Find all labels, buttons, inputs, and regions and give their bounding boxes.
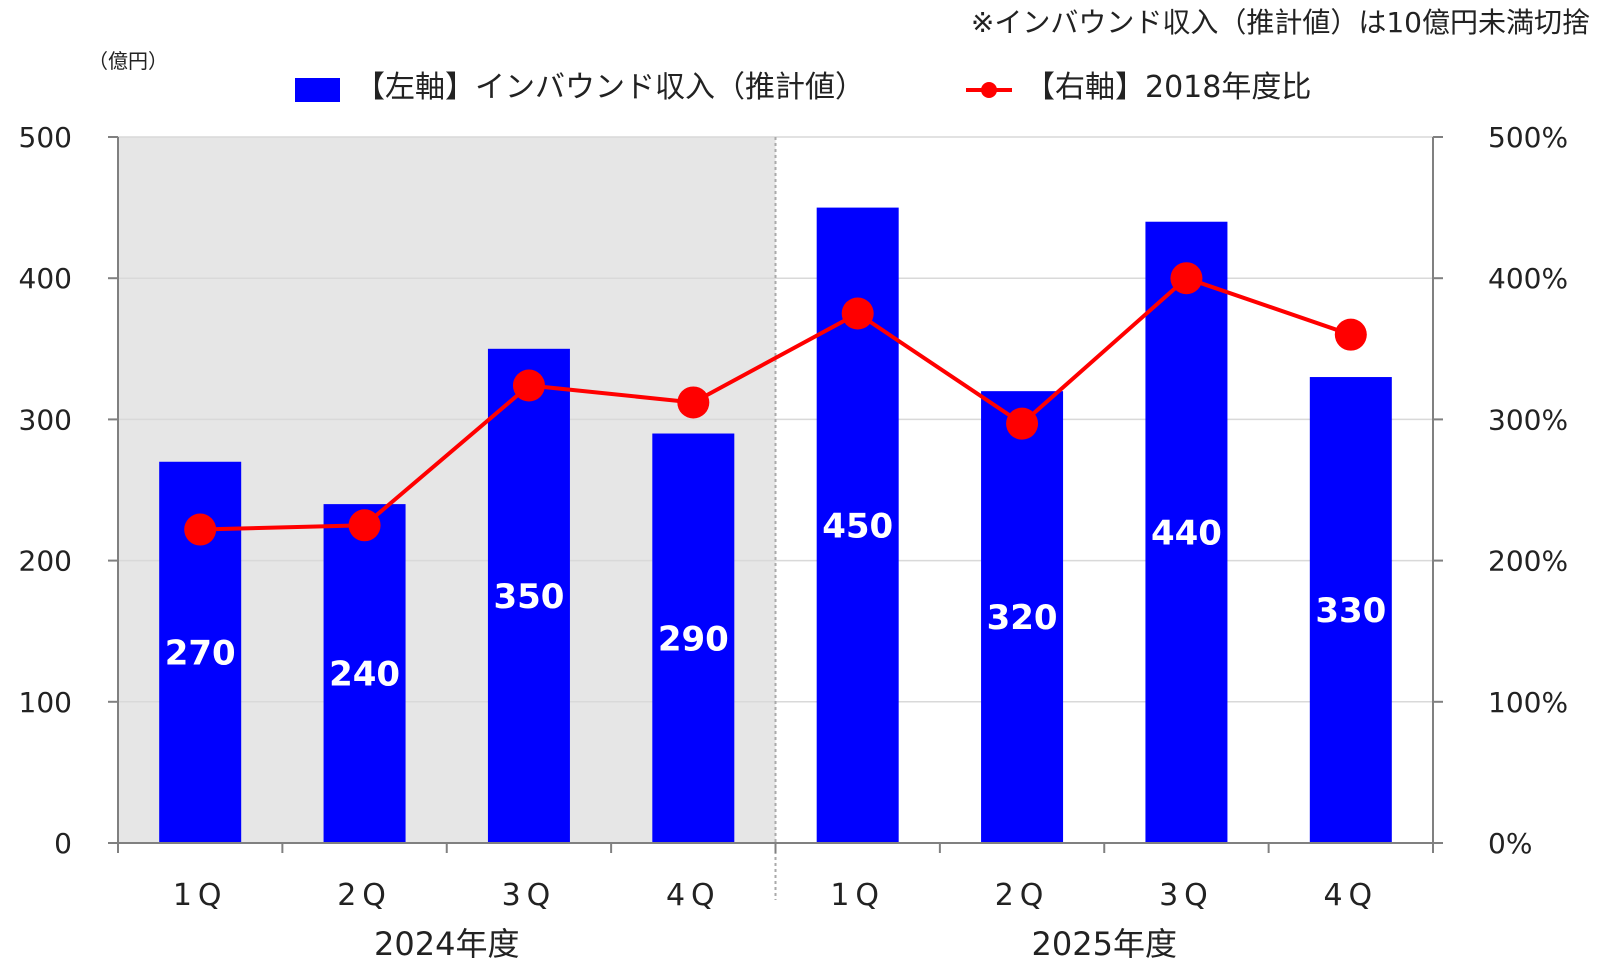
x-tick-label: 3Q	[1159, 878, 1214, 913]
bar	[323, 504, 406, 843]
x-tick-label: 2Q	[337, 878, 392, 913]
y-right-tick-label: 0%	[1488, 827, 1532, 860]
x-group-label: 2024年度	[374, 925, 519, 963]
x-tick-label: 2Q	[995, 878, 1050, 913]
bar-data-label: 330	[1315, 591, 1386, 631]
x-tick-label: 4Q	[666, 878, 721, 913]
line-point	[677, 386, 710, 419]
x-tick-label: 1Q	[830, 878, 885, 913]
line-point	[841, 297, 874, 330]
y-left-tick-label: 100	[19, 686, 72, 719]
bar-data-label: 270	[165, 633, 236, 673]
line-point	[512, 369, 545, 402]
y-left-tick-label: 500	[19, 121, 72, 154]
axes: 0 100 200 300 400 500 0% 100% 200% 300% 400% 500% 1Q…	[19, 121, 1569, 963]
x-tick-label: 3Q	[502, 878, 557, 913]
legend-bar-label: 【左軸】インバウンド収入（推計値）	[355, 70, 865, 105]
bar	[487, 348, 570, 843]
bar	[652, 433, 735, 843]
legend-line-marker	[981, 82, 997, 98]
bar-data-label: 290	[658, 619, 729, 659]
y-left-tick-label: 300	[19, 403, 72, 436]
bar	[981, 391, 1064, 843]
data-labels: 270 240 350 290 450 320 440 330	[165, 506, 1387, 694]
footnote: ※インバウンド収入（推計値）は10億円未満切捨	[971, 6, 1590, 39]
y-right-tick-label: 300%	[1488, 403, 1568, 436]
bar	[1309, 377, 1392, 843]
y-right-tick-label: 200%	[1488, 545, 1568, 578]
y-right-tick-label: 400%	[1488, 262, 1568, 295]
legend-bar-swatch	[295, 78, 340, 102]
bar-data-label: 350	[493, 577, 564, 617]
line-point	[1006, 407, 1039, 440]
bar-data-label: 240	[329, 655, 400, 695]
bar-series	[159, 207, 1392, 844]
x-tick-label: 4Q	[1323, 878, 1378, 913]
y-left-tick-label: 0	[54, 827, 72, 860]
legend-line-label: 【右軸】2018年度比	[1025, 70, 1311, 105]
line-point	[1170, 262, 1203, 295]
y-left-tick-label: 200	[19, 545, 72, 578]
line-series	[184, 262, 1367, 546]
line-point	[1334, 318, 1367, 351]
y-right-tick-label: 500%	[1488, 121, 1568, 154]
bar-data-label: 450	[822, 506, 893, 546]
legend: 【左軸】インバウンド収入（推計値） 【右軸】2018年度比	[295, 70, 1311, 105]
bar-data-label: 320	[987, 598, 1058, 638]
bar-data-label: 440	[1151, 513, 1222, 553]
bar	[1145, 221, 1228, 844]
y-right-tick-label: 100%	[1488, 686, 1568, 719]
series-line	[200, 275, 1352, 532]
x-tick-label: 1Q	[173, 878, 228, 913]
x-group-label: 2025年度	[1032, 925, 1177, 963]
y-left-tick-label: 400	[19, 262, 72, 295]
line-point	[184, 513, 217, 546]
y-unit-label: （億円）	[88, 49, 168, 73]
line-point	[348, 509, 381, 542]
